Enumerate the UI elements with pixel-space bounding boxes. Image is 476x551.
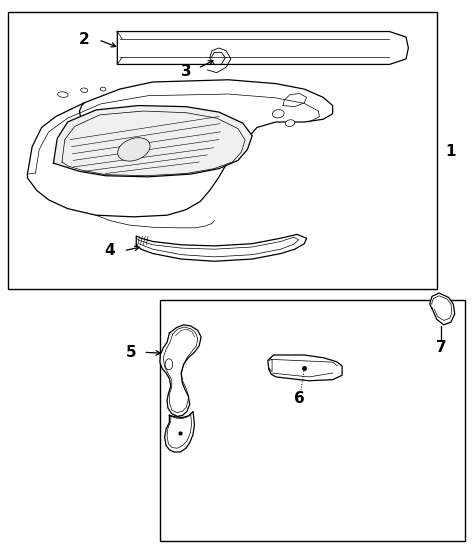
Polygon shape bbox=[430, 293, 455, 325]
Ellipse shape bbox=[285, 120, 295, 126]
Ellipse shape bbox=[80, 88, 88, 93]
Ellipse shape bbox=[165, 359, 173, 370]
Polygon shape bbox=[136, 234, 307, 261]
Ellipse shape bbox=[58, 92, 68, 98]
Text: 2: 2 bbox=[79, 33, 89, 47]
Bar bbox=[160, 300, 465, 542]
Polygon shape bbox=[53, 106, 252, 177]
Polygon shape bbox=[160, 325, 201, 417]
Ellipse shape bbox=[118, 138, 150, 161]
Ellipse shape bbox=[100, 87, 106, 91]
Polygon shape bbox=[28, 80, 333, 217]
Text: 1: 1 bbox=[446, 144, 456, 159]
Text: 3: 3 bbox=[180, 63, 191, 78]
Bar bbox=[9, 12, 437, 289]
Polygon shape bbox=[268, 355, 342, 381]
Text: 7: 7 bbox=[436, 341, 447, 355]
Text: 4: 4 bbox=[104, 244, 115, 258]
Polygon shape bbox=[117, 31, 408, 64]
Text: 6: 6 bbox=[294, 391, 305, 406]
Text: 5: 5 bbox=[126, 345, 137, 360]
Ellipse shape bbox=[272, 110, 284, 118]
Polygon shape bbox=[165, 412, 195, 452]
